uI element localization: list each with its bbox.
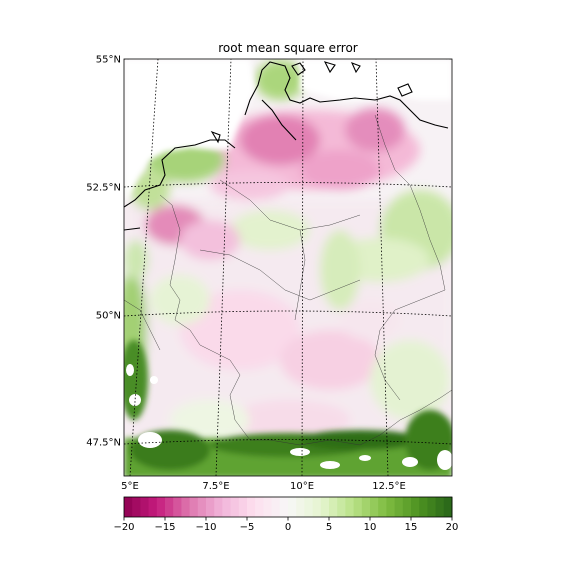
colorbar-swatch (271, 497, 281, 517)
colorbar-tick-label: −5 (239, 522, 255, 533)
colorbar-swatch (296, 497, 305, 517)
colorbar-swatch (337, 497, 346, 517)
colorbar-tick-label: 10 (363, 522, 377, 533)
colorbar-swatch (247, 497, 256, 517)
colorbar-swatch (394, 497, 404, 517)
colorbar-swatch (222, 497, 232, 517)
colorbar-swatch (124, 497, 133, 517)
colorbar-tick-label: −15 (154, 522, 176, 533)
colorbar-tick-label: −20 (113, 522, 135, 533)
colorbar-swatch (435, 497, 445, 517)
colorbar-swatch (353, 497, 363, 517)
lon-label-12-5e: 12.5°E (372, 481, 406, 492)
map-field (124, 59, 452, 476)
colorbar-swatch (361, 497, 371, 517)
colorbar-swatch (419, 497, 428, 517)
lon-label-7-5e: 7.5°E (202, 481, 230, 492)
colorbar-tick-label: 0 (284, 522, 292, 533)
colorbar-swatch (230, 497, 240, 517)
lon-label-5e: 5°E (121, 481, 139, 492)
colorbar-swatch (148, 497, 158, 517)
colorbar-swatch (378, 497, 387, 517)
colorbar-ticks (123, 517, 453, 521)
colorbar-swatch (214, 497, 223, 517)
colorbar-swatch (156, 497, 166, 517)
colorbar-swatch (197, 497, 207, 517)
colorbar-swatch (411, 497, 420, 517)
colorbar-swatch (255, 497, 264, 517)
lat-label-52-5n: 52.5°N (86, 182, 121, 194)
colorbar-swatch (427, 497, 437, 517)
map-frame (123, 58, 453, 477)
plot-title: root mean square error (218, 41, 358, 55)
colorbar-swatch (263, 497, 273, 517)
lat-label-50n: 50°N (95, 310, 121, 322)
colorbar-swatch (345, 497, 355, 517)
colorbar-tick-label: 15 (404, 522, 418, 533)
colorbar-swatch (402, 497, 412, 517)
colorbar-swatch (173, 497, 182, 517)
colorbar-tick-label: −10 (195, 522, 217, 533)
colorbar-swatch (329, 497, 338, 517)
colorbar-swatch (279, 497, 289, 517)
colorbar-tick-label: 5 (325, 522, 333, 533)
lon-label-10e: 10°E (289, 481, 315, 492)
colorbar-swatch (181, 497, 191, 517)
colorbar-swatch (386, 497, 396, 517)
colorbar-swatch (312, 497, 322, 517)
colorbar (124, 497, 453, 517)
colorbar-swatch (132, 497, 141, 517)
lat-label-55n: 55°N (95, 54, 121, 66)
colorbar-swatch (304, 497, 314, 517)
colorbar-swatch (206, 497, 215, 517)
lat-label-47-5n: 47.5°N (86, 437, 121, 449)
colorbar-swatch (443, 497, 453, 517)
colorbar-swatch (165, 497, 174, 517)
colorbar-swatch (288, 497, 297, 517)
colorbar-swatch (238, 497, 248, 517)
colorbar-swatch (320, 497, 330, 517)
colorbar-swatch (370, 497, 379, 517)
colorbar-tick-label: 20 (445, 522, 459, 533)
colorbar-swatch (140, 497, 150, 517)
colorbar-swatch (189, 497, 199, 517)
